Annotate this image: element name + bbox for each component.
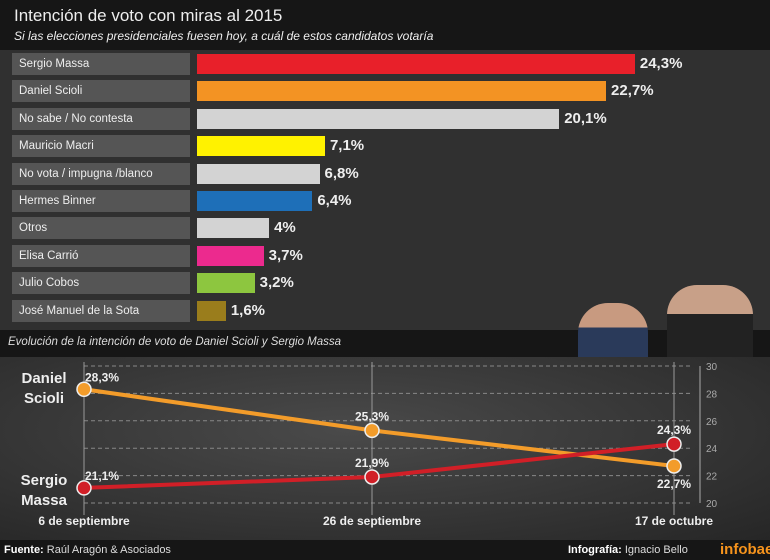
bar	[197, 54, 635, 74]
bar-label: Otros	[12, 217, 190, 240]
bar-value-label: 1,6%	[230, 301, 266, 319]
bar-label: No vota / impugna /blanco	[12, 162, 190, 185]
x-tick-label: 6 de septiembre	[38, 514, 130, 528]
bar-label: No sabe / No contesta	[12, 107, 190, 130]
y-tick-label: 30	[706, 362, 718, 373]
line-chart-title: Evolución de la intención de voto de Dan…	[8, 336, 342, 348]
bar-chart: Sergio Massa 24,3% Daniel Scioli 22,7% No …	[0, 50, 770, 330]
x-tick-label: 17 de octubre	[635, 514, 713, 528]
bar	[197, 191, 313, 211]
bar	[197, 218, 270, 239]
bar-row: Mauricio Macri 7,1%	[0, 135, 770, 158]
bar-row: No vota / impugna /blanco 6,8%	[0, 162, 770, 185]
bar-row: Julio Cobos 3,2%	[0, 272, 770, 295]
bar	[197, 300, 226, 321]
bar-value-label: 4%	[274, 219, 296, 237]
line-chart-svg: 20 22 24 26 28 30 6 de septiembre 26 de septiem…	[21, 362, 718, 528]
source: Raúl Aragón & Asociados	[46, 544, 171, 556]
series-name-label: Scioli	[24, 390, 64, 407]
bar-row: José Manuel de la Sota 1,6%	[0, 299, 770, 322]
data-point	[364, 422, 380, 439]
data-point	[76, 480, 92, 496]
y-tick-label: 28	[706, 389, 718, 400]
bar-value-label: 22,7%	[611, 82, 654, 100]
bar-row: Daniel Scioli 22,7%	[0, 80, 770, 103]
series-name-label: Massa	[21, 492, 68, 509]
y-tick-label: 24	[706, 444, 718, 455]
data-label: 21,1%	[85, 469, 119, 483]
credit: Ignacio Bello	[624, 544, 688, 556]
bar-row: Elisa Carrió 3,7%	[0, 244, 770, 267]
chart-subtitle: Si las elecciones presidenciales fuesen …	[14, 29, 434, 43]
bar	[197, 163, 320, 184]
credit-label: Infografía:	[568, 544, 622, 556]
bar-value-label: 3,2%	[259, 274, 294, 292]
bar-row: No sabe / No contesta 20,1%	[0, 107, 770, 130]
source-label: Fuente:	[4, 544, 44, 556]
data-point	[364, 469, 380, 485]
bar-value-label: 7,1%	[329, 137, 365, 155]
bar-label: Hermes Binner	[12, 190, 190, 212]
data-label: 24,3%	[657, 423, 691, 437]
footer: Fuente: Raúl Aragón & Asociados Infograf…	[0, 540, 770, 560]
bar-label: Elisa Carrió	[12, 244, 190, 267]
data-label: 28,3%	[85, 370, 119, 384]
bar-label: Daniel Scioli	[12, 80, 190, 103]
bar	[197, 273, 255, 294]
data-point	[76, 381, 92, 398]
bar-label: Julio Cobos	[12, 272, 190, 295]
bar-value-label: 6,8%	[324, 164, 359, 182]
series-name-label: Sergio	[21, 472, 68, 489]
chart-title: Intención de voto con miras al 2015	[14, 6, 283, 25]
infobae-logo: infobae	[720, 541, 770, 558]
y-tick-label: 20	[706, 499, 718, 510]
data-label: 22,7%	[657, 477, 691, 491]
bar	[197, 81, 607, 102]
bar-value-label: 3,7%	[268, 246, 303, 264]
massa-photo	[578, 303, 648, 357]
bar-row: Sergio Massa 24,3%	[0, 53, 770, 75]
line-chart: 20 22 24 26 28 30 6 de septiembre 26 de septiem…	[0, 357, 770, 540]
bar-value-label: 6,4%	[317, 192, 352, 209]
y-tick-label: 26	[706, 417, 718, 428]
bar-value-label: 24,3%	[639, 55, 683, 72]
header: Intención de voto con miras al 2015 Si l…	[0, 0, 770, 50]
bar	[197, 245, 264, 266]
bar-label: José Manuel de la Sota	[12, 299, 190, 322]
scioli-photo	[667, 285, 753, 357]
bar-row: Hermes Binner 6,4%	[0, 190, 770, 212]
bar	[197, 136, 325, 157]
y-tick-label: 22	[706, 472, 718, 483]
line-chart-header: Evolución de la intención de voto de Dan…	[0, 285, 770, 357]
data-point	[666, 458, 682, 474]
bar-label: Sergio Massa	[12, 53, 190, 75]
data-label: 25,3%	[355, 409, 389, 423]
series-name-label: Daniel	[21, 370, 66, 387]
data-label: 21,9%	[355, 456, 389, 470]
bar-value-label: 20,1%	[564, 109, 607, 127]
bar-label: Mauricio Macri	[12, 135, 190, 158]
data-point	[666, 436, 682, 452]
bar	[197, 108, 560, 129]
x-tick-label: 26 de septiembre	[323, 514, 421, 528]
bar-row: Otros 4%	[0, 217, 770, 240]
